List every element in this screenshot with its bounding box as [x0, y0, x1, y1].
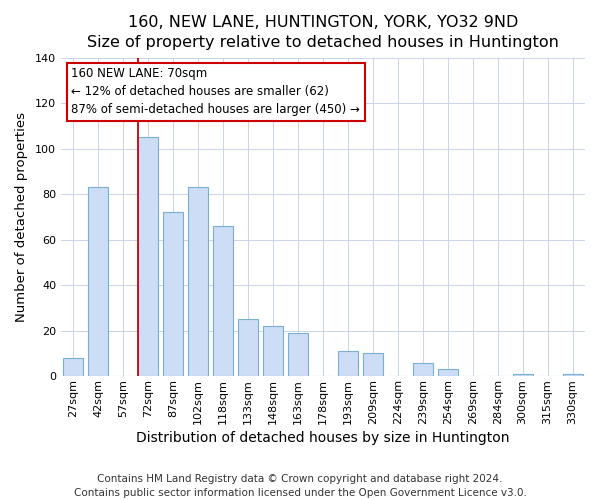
Bar	[64, 358, 83, 376]
Bar	[188, 188, 208, 376]
Bar	[263, 326, 283, 376]
Y-axis label: Number of detached properties: Number of detached properties	[15, 112, 28, 322]
Title: 160, NEW LANE, HUNTINGTON, YORK, YO32 9ND
Size of property relative to detached : 160, NEW LANE, HUNTINGTON, YORK, YO32 9N…	[87, 15, 559, 50]
Bar	[238, 320, 258, 376]
Bar	[288, 333, 308, 376]
Bar	[163, 212, 183, 376]
Text: 160 NEW LANE: 70sqm
← 12% of detached houses are smaller (62)
87% of semi-detach: 160 NEW LANE: 70sqm ← 12% of detached ho…	[71, 68, 360, 116]
Bar	[338, 351, 358, 376]
Bar	[438, 370, 458, 376]
Text: Contains HM Land Registry data © Crown copyright and database right 2024.
Contai: Contains HM Land Registry data © Crown c…	[74, 474, 526, 498]
Bar	[512, 374, 533, 376]
Bar	[563, 374, 583, 376]
Bar	[138, 138, 158, 376]
Bar	[213, 226, 233, 376]
Bar	[363, 354, 383, 376]
Bar	[413, 362, 433, 376]
Bar	[88, 188, 109, 376]
X-axis label: Distribution of detached houses by size in Huntington: Distribution of detached houses by size …	[136, 431, 510, 445]
